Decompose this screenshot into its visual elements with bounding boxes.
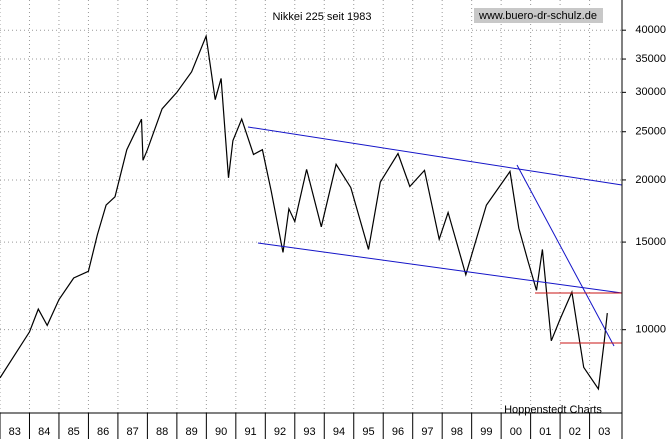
x-tick-label: 84: [38, 426, 50, 438]
x-tick-label: 98: [451, 426, 463, 438]
x-tick-label: 96: [392, 426, 404, 438]
x-tick-label: 86: [97, 426, 109, 438]
credit: Hoppenstedt Charts: [504, 404, 602, 416]
plot: [0, 33, 608, 391]
y-tick-label: 40000: [635, 24, 666, 36]
x-tick-label: 97: [421, 426, 433, 438]
x-tick-label: 83: [9, 426, 21, 438]
x-tick-label: 95: [362, 426, 374, 438]
x-tick-label: 90: [215, 426, 227, 438]
x-tick-label: 00: [510, 426, 522, 438]
trend-line: [516, 164, 615, 347]
x-tick-label: 89: [185, 426, 197, 438]
x-tick-label: 99: [480, 426, 492, 438]
y-tick-label: 15000: [635, 236, 666, 248]
x-tick-label: 88: [156, 426, 168, 438]
grid: [0, 0, 622, 413]
x-tick-label: 03: [598, 426, 610, 438]
trend-line: [257, 242, 623, 294]
x-tick-label: 92: [274, 426, 286, 438]
source: www.buero-dr-schulz.de: [478, 10, 597, 22]
y-tick-label: 10000: [635, 324, 666, 336]
y-tick-label: 35000: [635, 53, 666, 65]
y-tick-label: 30000: [635, 86, 666, 98]
x-tick-label: 02: [569, 426, 581, 438]
source-box: [474, 8, 603, 23]
x-tick-label: 93: [303, 426, 315, 438]
y-tick-label: 25000: [635, 126, 666, 138]
x-tick-label: 87: [127, 426, 139, 438]
x-tick-label: 01: [539, 426, 551, 438]
y-tick-label: 20000: [635, 174, 666, 186]
x-tick-label: 94: [333, 426, 345, 438]
chart-title: Nikkei 225 seit 1983: [272, 11, 371, 23]
x-tick-label: 85: [68, 426, 80, 438]
price-line: [0, 33, 608, 391]
x-tick-label: 91: [244, 426, 256, 438]
trend-line: [247, 126, 623, 186]
